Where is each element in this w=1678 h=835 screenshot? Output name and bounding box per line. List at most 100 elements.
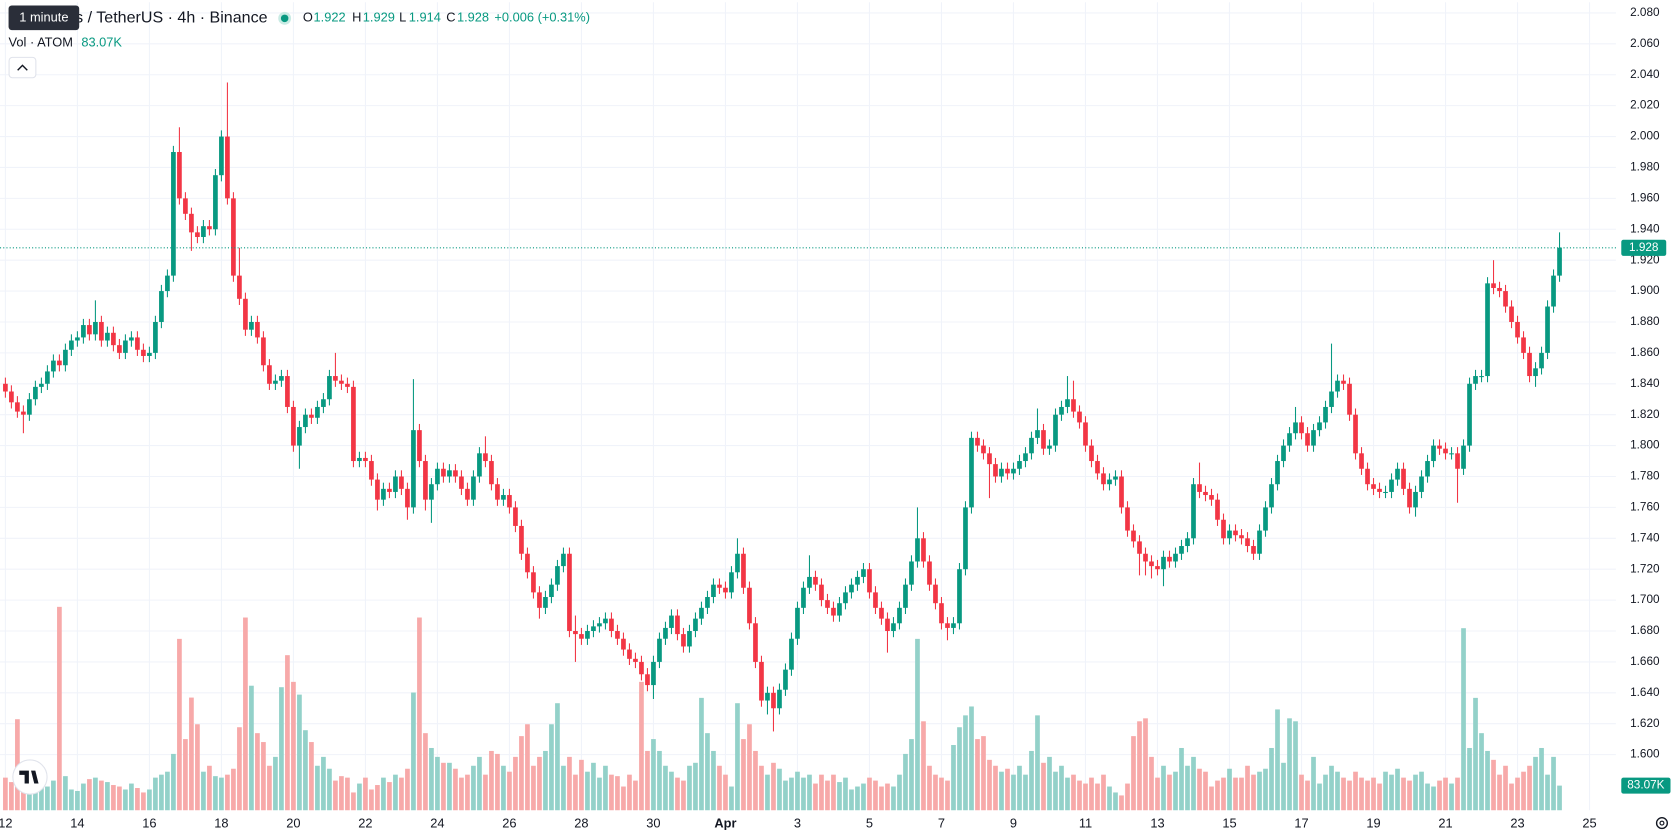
candle-body bbox=[585, 631, 590, 639]
candle-body bbox=[375, 479, 380, 500]
candle-body bbox=[1047, 445, 1052, 449]
candle-body bbox=[489, 461, 494, 485]
volume-bar bbox=[105, 782, 110, 811]
candle-body bbox=[1365, 468, 1370, 485]
symbol-title: s / TetherUS · 4h · Binance bbox=[75, 9, 267, 27]
candle-body bbox=[111, 332, 116, 346]
candle-body bbox=[717, 584, 722, 588]
candle-body bbox=[609, 618, 614, 632]
volume-bar bbox=[309, 742, 314, 811]
candle-body bbox=[1245, 538, 1250, 547]
volume-bar bbox=[129, 783, 134, 811]
volume-value: 83.07K bbox=[81, 34, 122, 49]
volume-bar bbox=[1365, 780, 1370, 811]
legend-key: O bbox=[303, 10, 313, 25]
x-tick-label: Apr bbox=[714, 816, 736, 831]
volume-bar bbox=[717, 765, 722, 811]
candle-body bbox=[1347, 383, 1352, 415]
candle-body bbox=[903, 584, 908, 608]
volume-bar bbox=[75, 790, 80, 811]
candle-body bbox=[771, 692, 776, 709]
volume-bar bbox=[639, 681, 644, 811]
volume-bar bbox=[1041, 762, 1046, 811]
volume-bar bbox=[1485, 750, 1490, 811]
volume-bar bbox=[591, 762, 596, 811]
candle-body bbox=[1479, 376, 1484, 378]
volume-bar bbox=[783, 780, 788, 811]
candle-body bbox=[1491, 283, 1496, 288]
volume-bar bbox=[1053, 771, 1058, 811]
volume-bar bbox=[1125, 783, 1130, 811]
volume-bar bbox=[1389, 774, 1394, 811]
candle-body bbox=[603, 618, 608, 624]
volume-bar bbox=[1449, 783, 1454, 811]
volume-bar bbox=[981, 736, 986, 811]
candle-body bbox=[159, 291, 164, 322]
volume-bar bbox=[261, 742, 266, 811]
volume-bar bbox=[729, 786, 734, 811]
candle-body bbox=[1341, 380, 1346, 384]
candle-body bbox=[1059, 406, 1064, 415]
candle-body bbox=[45, 371, 50, 384]
volume-bar bbox=[285, 655, 290, 811]
x-tick-label: 15 bbox=[1222, 816, 1236, 831]
volume-bar bbox=[1155, 777, 1160, 811]
candle-body bbox=[1461, 445, 1466, 469]
volume-bar bbox=[1185, 765, 1190, 811]
volume-bar bbox=[1467, 747, 1472, 811]
volume-bar bbox=[1203, 771, 1208, 811]
x-tick-label: 23 bbox=[1510, 816, 1524, 831]
volume-bar bbox=[3, 777, 8, 811]
volume-bar bbox=[51, 780, 56, 811]
candle-body bbox=[1215, 499, 1220, 520]
volume-bar bbox=[549, 724, 554, 811]
volume-bar bbox=[1089, 777, 1094, 811]
volume-bar bbox=[1299, 774, 1304, 811]
x-tick-label: 9 bbox=[1010, 816, 1017, 831]
candle-body bbox=[531, 572, 536, 593]
logo-mark bbox=[19, 770, 39, 784]
x-tick-label: 13 bbox=[1150, 816, 1164, 831]
candle-body bbox=[861, 569, 866, 577]
volume-bar bbox=[699, 697, 704, 811]
candle-body bbox=[1017, 461, 1022, 469]
candle-body bbox=[849, 584, 854, 593]
volume-bar bbox=[777, 768, 782, 811]
y-tick-label: 1.960 bbox=[1630, 191, 1660, 204]
candle-body bbox=[135, 337, 140, 350]
volume-bar bbox=[1209, 786, 1214, 811]
volume-bar bbox=[9, 782, 14, 811]
volume-bar bbox=[1455, 777, 1460, 811]
candle-body bbox=[459, 476, 464, 489]
volume-bar bbox=[1419, 771, 1424, 811]
volume-bar bbox=[1545, 774, 1550, 811]
volume-bar bbox=[1293, 721, 1298, 811]
candle-body bbox=[309, 414, 314, 418]
volume-bar bbox=[951, 745, 956, 811]
candle-body bbox=[405, 488, 410, 508]
candle-body bbox=[495, 484, 500, 500]
volume-bar bbox=[1095, 783, 1100, 811]
volume-bar bbox=[819, 774, 824, 811]
candle-body bbox=[1209, 495, 1214, 500]
volume-bar bbox=[375, 785, 380, 811]
volume-bar bbox=[921, 721, 926, 811]
candle-body bbox=[675, 615, 680, 635]
volume-bar bbox=[789, 777, 794, 811]
candle-body bbox=[525, 553, 530, 573]
volume-badge bbox=[1621, 777, 1671, 794]
volume-bar bbox=[237, 727, 242, 811]
volume-bar bbox=[1335, 771, 1340, 811]
candle-body bbox=[1317, 422, 1322, 431]
volume-bar bbox=[1059, 765, 1064, 811]
settings[interactable] bbox=[1655, 817, 1668, 830]
candle-body bbox=[189, 213, 194, 233]
settings-icon[interactable] bbox=[1655, 817, 1668, 830]
collapse-button[interactable] bbox=[8, 56, 37, 79]
candle-body bbox=[1233, 530, 1238, 536]
candle-body bbox=[855, 576, 860, 585]
volume-bar bbox=[657, 750, 662, 811]
candle-body bbox=[999, 468, 1004, 477]
candle-body bbox=[915, 538, 920, 562]
